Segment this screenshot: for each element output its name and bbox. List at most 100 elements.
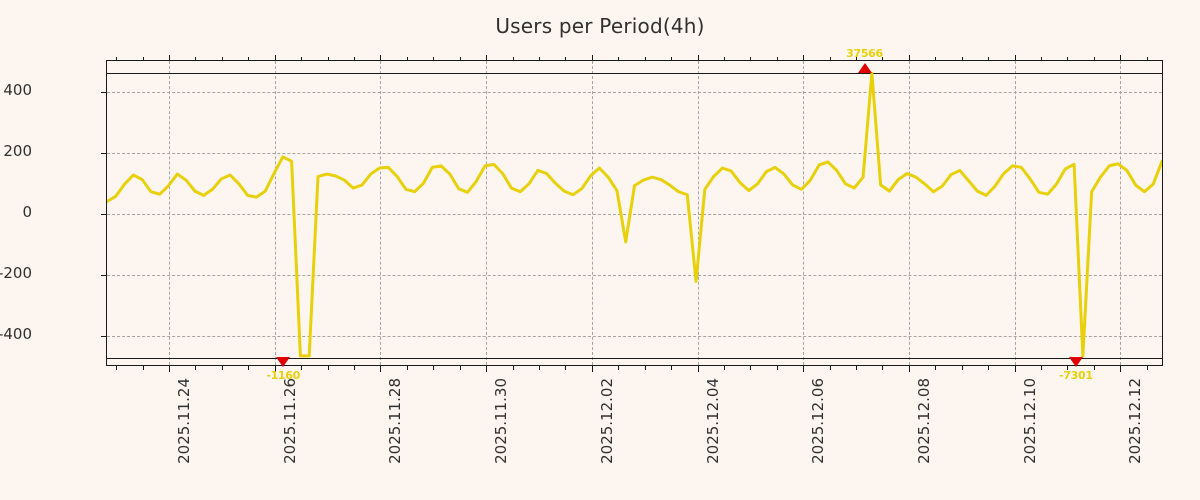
x-axis-minor-tick xyxy=(1146,365,1148,370)
x-axis-minor-tick-top xyxy=(433,57,435,61)
x-axis-minor-tick xyxy=(459,365,461,370)
x-axis-minor-tick-top xyxy=(882,57,884,61)
x-axis-tick xyxy=(380,365,382,372)
x-axis-minor-tick xyxy=(988,365,990,370)
series-line xyxy=(107,71,1162,358)
x-axis-minor-tick xyxy=(856,365,858,370)
x-axis-minor-tick xyxy=(512,365,514,370)
x-axis-minor-tick xyxy=(750,365,752,370)
gridline-vertical xyxy=(591,61,593,365)
x-axis-minor-tick-top xyxy=(1041,57,1043,61)
gridline-vertical xyxy=(169,61,170,365)
x-axis-minor-tick xyxy=(565,365,567,370)
x-axis-minor-tick-top xyxy=(723,57,725,61)
x-axis-tick-top xyxy=(697,55,699,61)
x-axis-minor-tick-top xyxy=(327,57,329,61)
x-axis-minor-tick-top xyxy=(961,57,963,61)
x-axis-minor-tick xyxy=(618,365,620,370)
y-axis-tick-label: 0 xyxy=(22,203,32,221)
gridline-vertical xyxy=(380,61,382,365)
x-axis-minor-tick xyxy=(961,365,963,370)
chart-title: Users per Period(4h) xyxy=(495,14,705,38)
x-axis-tick xyxy=(803,365,805,372)
series-polyline xyxy=(107,71,1162,358)
x-axis-minor-tick xyxy=(353,365,355,370)
x-axis-minor-tick xyxy=(221,365,223,370)
gridline-vertical xyxy=(1014,61,1016,365)
gridline-vertical xyxy=(908,61,910,365)
anomaly-value-label: -7301 xyxy=(1059,368,1093,382)
x-axis-tick-top xyxy=(274,55,276,61)
x-axis-minor-tick-top xyxy=(776,57,778,61)
anomaly-marker xyxy=(276,356,291,367)
x-axis-tick-label: 2025.11.30 xyxy=(492,378,511,464)
threshold-line xyxy=(107,73,1162,75)
x-axis-minor-tick xyxy=(116,365,118,370)
x-axis-minor-tick-top xyxy=(142,57,144,61)
gridline-horizontal xyxy=(107,91,1162,93)
x-axis-minor-tick-top xyxy=(301,57,303,61)
x-axis-tick-top xyxy=(486,55,488,61)
x-axis-minor-tick xyxy=(195,365,197,370)
x-axis-tick xyxy=(697,365,699,372)
x-axis-minor-tick xyxy=(935,365,937,370)
x-axis-tick xyxy=(1120,365,1122,372)
gridline-horizontal xyxy=(107,336,1162,338)
x-axis-minor-tick xyxy=(671,365,673,370)
gridline-vertical xyxy=(803,61,805,365)
x-axis-minor-tick xyxy=(1093,365,1095,370)
plot-clip xyxy=(107,61,1162,365)
x-axis-minor-tick xyxy=(723,365,725,370)
threshold-line xyxy=(107,357,1162,359)
x-axis-minor-tick-top xyxy=(856,57,858,61)
x-axis-minor-tick-top xyxy=(116,57,118,61)
x-axis-tick-top xyxy=(1120,55,1122,61)
x-axis-minor-tick-top xyxy=(512,57,514,61)
x-axis-tick-label: 2025.12.10 xyxy=(1020,378,1039,464)
x-axis-tick-label: 2025.11.28 xyxy=(386,378,405,464)
x-axis-minor-tick xyxy=(142,365,144,370)
y-axis-tick xyxy=(101,275,107,277)
y-axis-tick-label: -400 xyxy=(0,325,32,344)
x-axis-minor-tick xyxy=(406,365,408,370)
x-axis-minor-tick-top xyxy=(565,57,567,61)
x-axis-minor-tick-top xyxy=(829,57,831,61)
x-axis-tick-label: 2025.12.08 xyxy=(914,378,933,464)
anomaly-value-label: -1160 xyxy=(266,368,300,382)
x-axis-minor-tick-top xyxy=(618,57,620,61)
x-axis-tick xyxy=(591,365,593,372)
gridline-vertical xyxy=(1120,61,1122,365)
x-axis-minor-tick-top xyxy=(1067,57,1069,61)
x-axis-minor-tick-top xyxy=(988,57,990,61)
x-axis-tick-label: 2025.12.12 xyxy=(1126,378,1145,464)
y-axis-tick-label: 200 xyxy=(3,141,32,160)
plot-area: 37566 -1160 -7301 xyxy=(101,47,1163,382)
x-axis-tick-label: 2025.12.02 xyxy=(597,378,616,464)
x-axis-tick-top xyxy=(169,55,170,61)
x-axis-tick-top xyxy=(591,55,593,61)
x-axis-minor-tick-top xyxy=(195,57,197,61)
y-axis-tick xyxy=(101,336,107,338)
y-axis-tick-label: 400 xyxy=(3,80,32,99)
x-axis-minor-tick xyxy=(1041,365,1043,370)
x-axis-tick-label: 2025.11.24 xyxy=(175,378,193,464)
x-axis-tick-top xyxy=(803,55,805,61)
y-axis-tick-label: -200 xyxy=(0,264,32,283)
x-axis-tick-label: 2025.11.26 xyxy=(280,378,299,464)
gridline-vertical xyxy=(697,61,699,365)
y-axis-tick xyxy=(101,214,107,215)
gridline-vertical xyxy=(486,61,488,365)
gridline-horizontal xyxy=(107,152,1162,154)
x-axis-tick xyxy=(486,365,488,372)
x-axis-minor-tick-top xyxy=(459,57,461,61)
y-axis-tick xyxy=(101,152,107,154)
x-axis-minor-tick xyxy=(882,365,884,370)
x-axis-minor-tick xyxy=(829,365,831,370)
x-axis-minor-tick-top xyxy=(538,57,540,61)
x-axis-tick-top xyxy=(1014,55,1016,61)
x-axis-minor-tick-top xyxy=(1146,57,1148,61)
y-axis-tick xyxy=(101,91,107,93)
x-axis-tick-top xyxy=(380,55,382,61)
x-axis-minor-tick xyxy=(776,365,778,370)
